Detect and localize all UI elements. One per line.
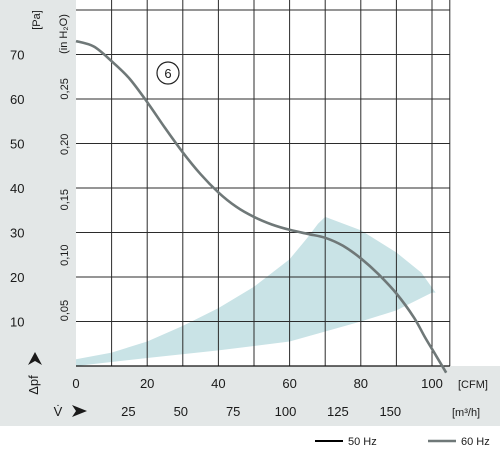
x-tick-m3h-label: 150 bbox=[379, 404, 401, 419]
y-tick-pa-label: 50 bbox=[10, 137, 24, 152]
legend-label-60hz: 60 Hz bbox=[461, 436, 490, 448]
y-axis-label: Δpf bbox=[26, 375, 41, 395]
y-axis-panel bbox=[0, 0, 76, 426]
grid-layer bbox=[76, 0, 451, 367]
y-tick-inh2o-label: 0,05 bbox=[59, 300, 71, 321]
operating-range-area bbox=[76, 216, 436, 366]
x-tick-cfm-label: 80 bbox=[354, 376, 368, 391]
curve-number-label: 6 bbox=[164, 66, 171, 81]
x-tick-m3h-label: 125 bbox=[327, 404, 349, 419]
x-axis-panel bbox=[0, 366, 500, 426]
x-tick-m3h-label: 100 bbox=[275, 404, 297, 419]
y-tick-pa-label: 10 bbox=[10, 315, 24, 330]
y-unit-inh2o: (in H₂O) bbox=[58, 14, 70, 54]
x-unit-m3h: [m³/h] bbox=[452, 407, 480, 419]
legend-label-50hz: 50 Hz bbox=[348, 436, 377, 448]
y-tick-pa-label: 20 bbox=[10, 270, 24, 285]
x-tick-cfm-label: 100 bbox=[421, 376, 443, 391]
x-axis-label: V̇ bbox=[54, 404, 63, 419]
x-tick-m3h-label: 75 bbox=[226, 404, 240, 419]
y-tick-inh2o-label: 0,20 bbox=[59, 134, 71, 155]
x-tick-cfm-label: 20 bbox=[140, 376, 154, 391]
y-axis-arrow-icon bbox=[28, 352, 42, 365]
x-unit-cfm: [CFM] bbox=[458, 379, 488, 391]
operating-range-area-layer bbox=[76, 216, 436, 366]
y-tick-pa-label: 70 bbox=[10, 48, 24, 63]
x-tick-cfm-label: 60 bbox=[282, 376, 296, 391]
series-line-60-hz bbox=[75, 39, 448, 374]
y-tick-pa-label: 40 bbox=[10, 181, 24, 196]
y-unit-pa: [Pa] bbox=[31, 10, 43, 30]
x-tick-m3h-label: 25 bbox=[121, 404, 135, 419]
x-tick-cfm-label: 0 bbox=[72, 376, 79, 391]
y-tick-inh2o-label: 0,10 bbox=[59, 244, 71, 265]
x-tick-m3h-label: 50 bbox=[174, 404, 188, 419]
x-tick-cfm-label: 40 bbox=[211, 376, 225, 391]
y-tick-inh2o-label: 0,25 bbox=[59, 78, 71, 99]
x-axis-arrow-icon bbox=[72, 405, 87, 417]
y-tick-pa-label: 30 bbox=[10, 226, 24, 241]
y-tick-inh2o-label: 0,15 bbox=[59, 189, 71, 210]
series-layer bbox=[75, 39, 448, 374]
tick-layer: 10 20 30 40 50 60 70 0,05 0,10 0,15 0,20 0,25 0 20 40 6… bbox=[10, 48, 443, 420]
y-tick-pa-label: 60 bbox=[10, 92, 24, 107]
curve-number-marker bbox=[156, 61, 180, 85]
